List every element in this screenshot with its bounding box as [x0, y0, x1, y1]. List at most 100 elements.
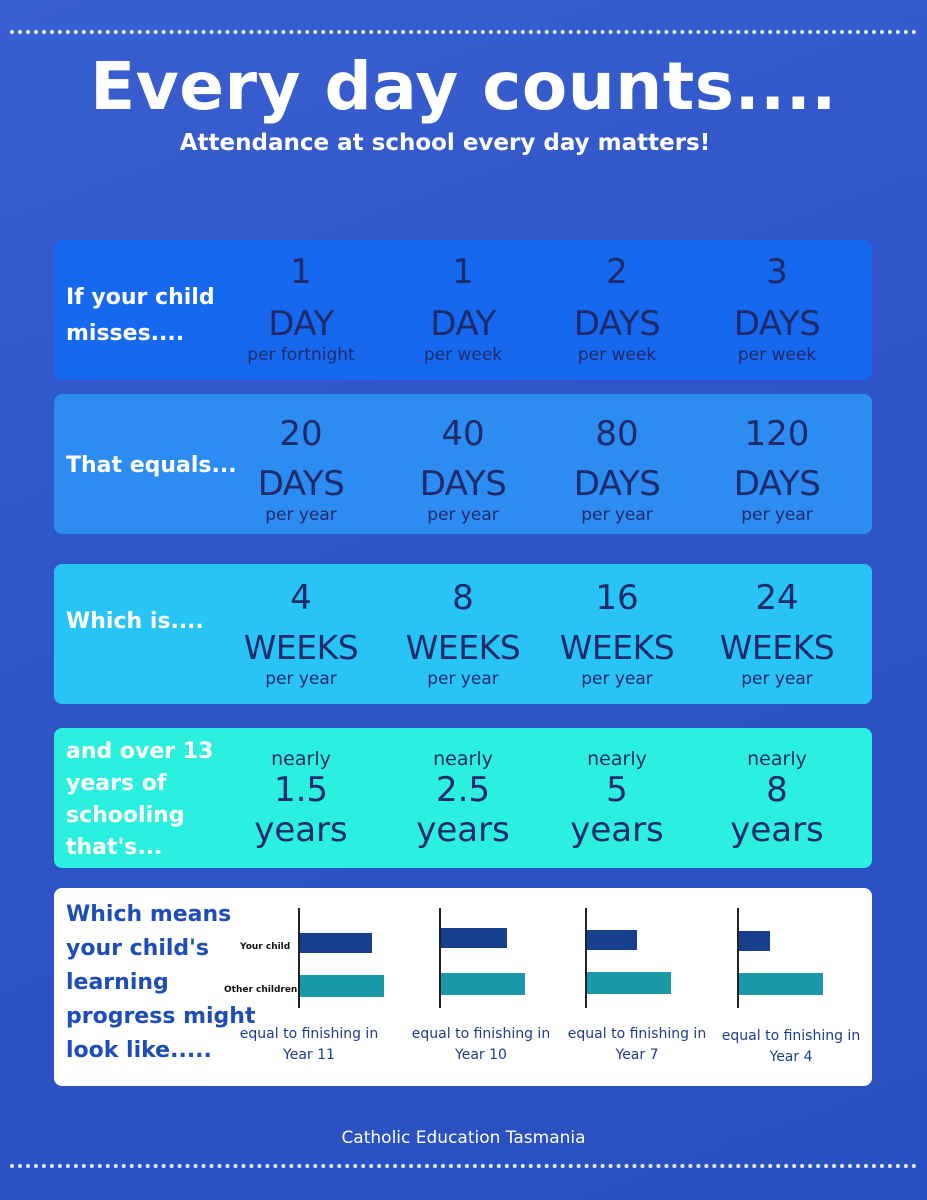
bar-other-children: [300, 975, 384, 997]
chart-axis: [439, 908, 441, 1008]
stat-num: 8: [766, 770, 788, 810]
label-line: years of: [66, 771, 167, 796]
stat-col: 40 DAYS per year: [388, 414, 538, 526]
panel-label: Which is....: [66, 604, 204, 640]
bar-your-child: [300, 933, 372, 953]
stat-num: 1: [452, 252, 474, 292]
label-line: learning: [66, 970, 169, 995]
stat-num: 16: [595, 578, 639, 618]
caption-line: Year 7: [615, 1047, 659, 1063]
stat-sub: per year: [265, 505, 337, 525]
stat-col: 24 WEEKS per year: [702, 578, 852, 690]
progress-caption: equal to finishing in Year 4: [716, 1026, 866, 1068]
label-line: that's...: [66, 835, 163, 860]
stat-num: 8: [452, 578, 474, 618]
stat-sub: per year: [741, 669, 813, 689]
label-line: schooling: [66, 803, 185, 828]
stat-col: 4 WEEKS per year: [226, 578, 376, 690]
stat-unit: WEEKS: [719, 628, 835, 667]
footer-org-name: Catholic Education Tasmania: [341, 1128, 586, 1148]
stat-sub: per year: [741, 505, 813, 525]
stat-num: 2.5: [435, 770, 491, 810]
panel-label: and over 13 years of schooling that's...: [66, 736, 213, 864]
label-line: look like.....: [66, 1038, 212, 1063]
stat-col: 8 WEEKS per year: [388, 578, 538, 690]
panel-equals: That equals... 20 DAYS per year 40 DAYS …: [54, 394, 872, 534]
stat-sub: per year: [265, 669, 337, 689]
progress-caption: equal to finishing in Year 7: [562, 1024, 712, 1066]
stat-col: 120 DAYS per year: [702, 414, 852, 526]
stat-pre: nearly: [271, 748, 331, 770]
stat-pre: nearly: [433, 748, 493, 770]
panel-progress: Which means your child's learning progre…: [54, 888, 872, 1086]
stat-sub: per week: [737, 345, 817, 365]
panel-label: Which means your child's learning progre…: [66, 898, 255, 1068]
bar-your-child: [587, 930, 637, 950]
stat-unit: DAYS: [733, 464, 821, 504]
stat-num: 4: [290, 578, 312, 618]
stat-col: nearly 8 years: [702, 748, 852, 850]
stat-col: 3 DAYS per week: [702, 252, 852, 366]
stat-col: 2 DAYS per week: [542, 252, 692, 366]
stat-num: 1: [290, 252, 312, 292]
stat-unit: WEEKS: [243, 628, 359, 667]
label-line: If your child: [66, 285, 215, 310]
label-line: progress might: [66, 1004, 256, 1029]
caption-line: Year 4: [769, 1049, 813, 1065]
stat-col: 16 WEEKS per year: [542, 578, 692, 690]
stat-sub: per fortnight: [247, 345, 355, 365]
stat-num: 2: [606, 252, 628, 292]
caption-line: equal to finishing in: [411, 1026, 551, 1042]
stat-unit: WEEKS: [559, 628, 675, 667]
label-line: That equals...: [66, 453, 237, 478]
panel-misses: If your child misses.... 1 DAY per fortn…: [54, 240, 872, 380]
page-subtitle: Attendance at school every day matters!: [179, 130, 711, 156]
label-line: and over 13: [66, 739, 214, 764]
stat-col: 20 DAYS per year: [226, 414, 376, 526]
stat-sub: per week: [577, 345, 657, 365]
caption-line: equal to finishing in: [721, 1028, 861, 1044]
caption-line: Year 10: [455, 1047, 507, 1063]
stat-unit: DAYS: [573, 464, 661, 504]
stat-num: 40: [441, 414, 485, 454]
stat-col: nearly 2.5 years: [388, 748, 538, 850]
page-title: Every day counts....: [90, 48, 837, 125]
panel-schooling: and over 13 years of schooling that's...…: [54, 728, 872, 868]
stat-sub: per week: [423, 345, 503, 365]
stat-num: 120: [744, 414, 810, 454]
panel-label: If your child misses....: [66, 280, 215, 352]
bar-your-child: [739, 931, 770, 951]
stat-num: 1.5: [273, 770, 329, 810]
stat-unit: DAYS: [573, 304, 661, 344]
chart-axis: [585, 908, 587, 1008]
legend-your-child: Your child: [240, 942, 291, 952]
stat-unit: years: [254, 810, 348, 850]
label-line: Which is....: [66, 609, 204, 634]
stat-num: 24: [755, 578, 799, 618]
bar-other-children: [739, 973, 823, 995]
stat-unit: DAYS: [733, 304, 821, 344]
stat-sub: per year: [581, 505, 653, 525]
label-line: Which means: [66, 902, 232, 927]
stat-sub: per year: [427, 669, 499, 689]
stat-col: nearly 5 years: [542, 748, 692, 850]
label-line: your child's: [66, 936, 209, 961]
caption-line: equal to finishing in: [567, 1026, 707, 1042]
progress-caption: equal to finishing in Year 10: [406, 1024, 556, 1066]
panel-label: That equals...: [66, 448, 237, 484]
stat-unit: years: [570, 810, 664, 850]
bar-your-child: [441, 928, 507, 948]
caption-line: equal to finishing in: [239, 1026, 379, 1042]
bottom-dotted-border: [10, 1164, 917, 1168]
stat-num: 80: [595, 414, 639, 454]
stat-num: 20: [279, 414, 323, 454]
stat-unit: WEEKS: [405, 628, 521, 667]
panel-weeks: Which is.... 4 WEEKS per year 8 WEEKS pe…: [54, 564, 872, 704]
bar-other-children: [441, 973, 525, 995]
stat-num: 5: [606, 770, 628, 810]
bar-other-children: [587, 972, 671, 994]
stat-unit: years: [416, 810, 510, 850]
stat-col: nearly 1.5 years: [226, 748, 376, 850]
stat-unit: DAYS: [257, 464, 345, 504]
top-dotted-border: [10, 30, 917, 34]
